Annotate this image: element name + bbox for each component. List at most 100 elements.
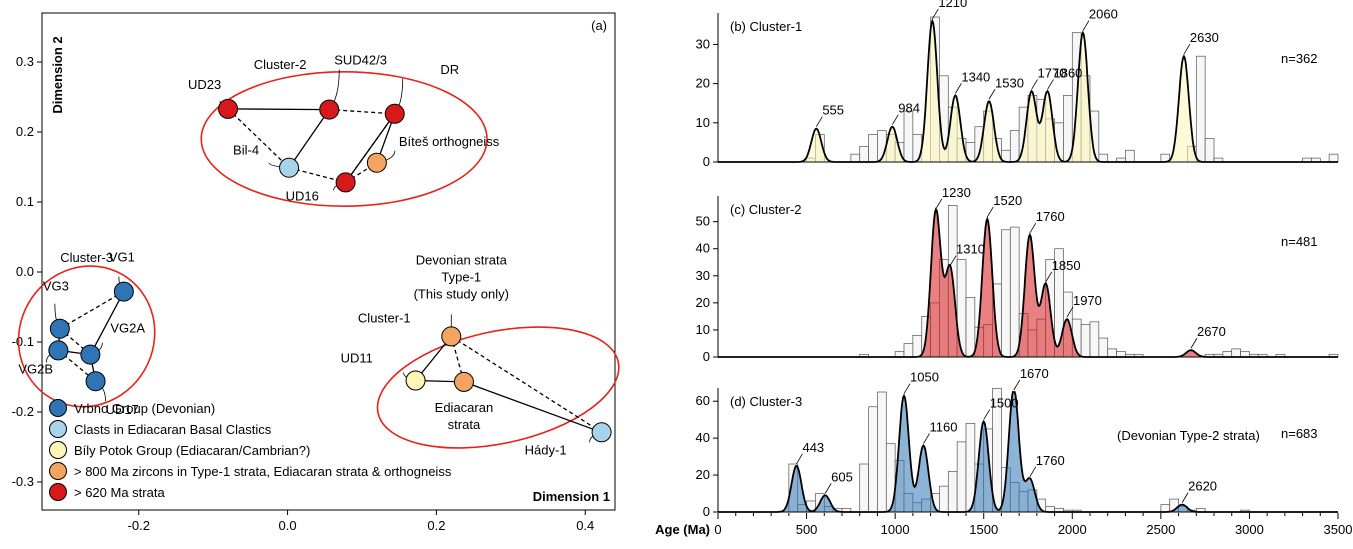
legend-swatch-strata620 bbox=[49, 483, 67, 501]
peak-leader bbox=[949, 255, 957, 266]
y-tick-label: 40 bbox=[696, 430, 710, 445]
point-label-ud17: UD17 bbox=[106, 402, 139, 417]
marker-edi bbox=[453, 371, 474, 392]
y-tick-label: 0.0 bbox=[16, 264, 34, 279]
histogram-bar bbox=[1098, 337, 1109, 358]
peak-leader bbox=[1013, 379, 1021, 391]
histogram-bar bbox=[965, 297, 976, 358]
peak-label-1770: 1770 bbox=[1038, 65, 1067, 80]
peak-leader bbox=[1066, 306, 1074, 318]
peak-leader bbox=[935, 198, 943, 210]
point-label-vg2a: VG2A bbox=[110, 321, 145, 336]
histogram-bar bbox=[903, 343, 914, 358]
peak-label-555: 555 bbox=[822, 103, 844, 118]
y-tick-label: 0 bbox=[703, 154, 710, 169]
y-tick-label: 0 bbox=[703, 349, 710, 364]
plot-frame bbox=[41, 12, 616, 511]
dashed-link bbox=[59, 291, 125, 330]
point-label-dr: DR bbox=[440, 62, 459, 77]
age-tick-label: 3000 bbox=[1235, 522, 1264, 537]
y-axis-label: Dimension 2 bbox=[50, 36, 65, 113]
peak-label-1210: 1210 bbox=[938, 0, 967, 10]
solid-link bbox=[345, 113, 396, 183]
point-label-ud23: UD23 bbox=[188, 77, 221, 92]
peak-leader bbox=[1047, 79, 1054, 90]
peak-label-2620: 2620 bbox=[1188, 479, 1217, 494]
histogram-bar bbox=[1204, 138, 1215, 163]
histogram-bar bbox=[1160, 504, 1171, 513]
peak-leader bbox=[923, 433, 930, 444]
x-tick-label: -0.2 bbox=[128, 518, 150, 533]
legend-label-strata620: > 620 Ma strata bbox=[74, 485, 165, 500]
solid-link bbox=[89, 291, 125, 355]
peak-label-1500: 1500 bbox=[990, 396, 1019, 411]
age-tick-label: 2000 bbox=[1058, 522, 1087, 537]
peak-leader bbox=[931, 8, 939, 20]
age-axis: 0 500 1000 1500 2000 2500 3000 3500 Age (Ma) bbox=[655, 513, 1352, 537]
point-label-edi: Ediacaran bbox=[435, 400, 494, 415]
peak-label-1760: 1760 bbox=[1036, 209, 1065, 224]
cluster-ellipse-cluster-3 bbox=[17, 265, 156, 408]
histogram-bar bbox=[903, 110, 914, 163]
point-label-ud16: UD16 bbox=[286, 188, 319, 203]
age-tick-label: 0 bbox=[714, 522, 721, 537]
y-tick-label: 20 bbox=[696, 467, 710, 482]
histogram-bar bbox=[1195, 55, 1206, 163]
peak-leader bbox=[824, 483, 832, 494]
marker-dev1 bbox=[441, 326, 462, 347]
peak-label-1860: 1860 bbox=[1053, 65, 1082, 80]
histogram-bar bbox=[1009, 130, 1020, 163]
panel-subtitle: (Devonian Type-2 strata) bbox=[1117, 428, 1260, 443]
x-tick-label: 0.0 bbox=[279, 518, 297, 533]
peak-label-443: 443 bbox=[802, 440, 824, 455]
peak-leader bbox=[1029, 222, 1037, 234]
y-tick-label: 10 bbox=[696, 322, 710, 337]
dashed-link bbox=[450, 335, 602, 433]
age-tick-label: 1000 bbox=[881, 522, 910, 537]
histogram-bar bbox=[859, 145, 869, 163]
histogram-bar bbox=[868, 134, 878, 163]
y-tick-label: 10 bbox=[696, 115, 710, 130]
peak-leader bbox=[903, 383, 911, 394]
peak-leader bbox=[1029, 466, 1037, 477]
point-label-dev1: Type-1 bbox=[441, 269, 481, 284]
marker-vg1 bbox=[113, 281, 134, 302]
y-tick-label: 40 bbox=[696, 241, 710, 256]
n-label: n=481 bbox=[1281, 234, 1318, 249]
marker-hady bbox=[591, 422, 612, 443]
point-label-bites: Bíteš orthogneiss bbox=[399, 134, 500, 149]
marker-bil4 bbox=[279, 157, 300, 178]
marker-vg2a bbox=[80, 344, 101, 365]
legend-swatch-type1 bbox=[49, 462, 67, 480]
histogram-cluster-2: 0 10 20 30 40 50 1230 1310 1520 1760 1850 1970 2670 (… bbox=[696, 185, 1339, 364]
marker-ud17 bbox=[85, 371, 106, 392]
point-label-ud11: UD11 bbox=[341, 351, 373, 366]
y-tick-label: -0.3 bbox=[12, 474, 34, 489]
x-tick-label: 0.2 bbox=[427, 518, 445, 533]
peak-label-1050: 1050 bbox=[910, 370, 939, 385]
solid-link bbox=[228, 108, 330, 111]
cluster-ellipse-cluster-2 bbox=[200, 71, 488, 207]
cluster-ellipse-cluster-1 bbox=[376, 326, 620, 449]
point-label-vg3: VG3 bbox=[43, 279, 69, 294]
peak-leader bbox=[1181, 492, 1189, 503]
peak-leader bbox=[1045, 271, 1053, 283]
histogram-bar bbox=[1080, 324, 1091, 358]
y-tick-label: 0 bbox=[703, 504, 710, 519]
histogram-bar bbox=[956, 441, 967, 513]
peak-label-1850: 1850 bbox=[1052, 258, 1081, 273]
dashed-link bbox=[329, 108, 395, 115]
peak-label-984: 984 bbox=[898, 101, 920, 116]
peak-leader bbox=[1082, 20, 1090, 31]
histogram-bar bbox=[868, 406, 878, 513]
peak-leader bbox=[1190, 338, 1198, 349]
histogram-bar bbox=[1089, 321, 1100, 358]
peak-label-1970: 1970 bbox=[1073, 293, 1102, 308]
legend-swatch-clasts bbox=[49, 420, 67, 438]
peak-leader bbox=[1031, 79, 1038, 90]
legend-label-type1: > 800 Ma zircons in Type-1 strata, Ediac… bbox=[74, 464, 452, 479]
peak-leader bbox=[796, 453, 803, 465]
point-label-edi: strata bbox=[448, 417, 481, 432]
